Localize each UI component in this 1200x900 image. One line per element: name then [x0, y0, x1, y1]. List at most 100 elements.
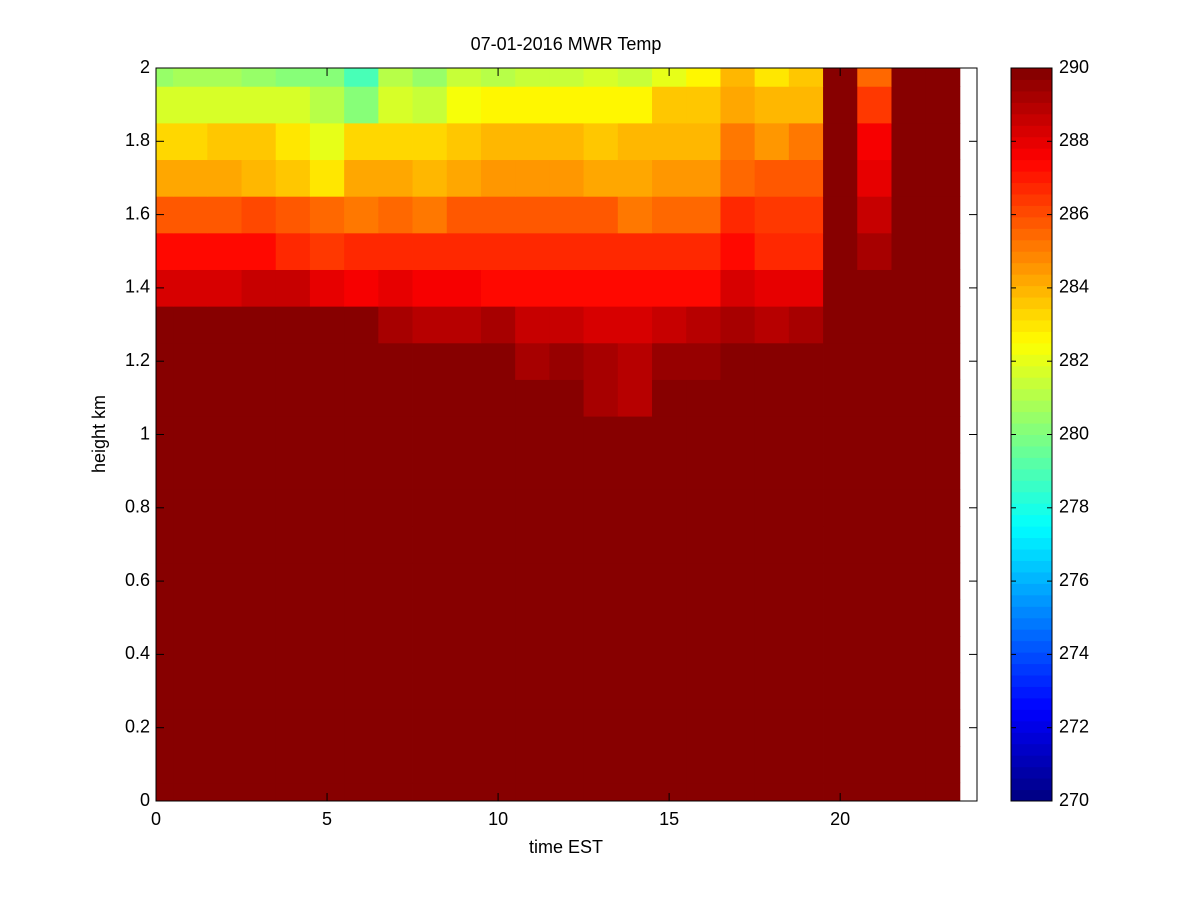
heatmap-cell	[207, 159, 242, 197]
colorbar-swatch	[1011, 697, 1052, 710]
y-tick-label: 1	[140, 423, 150, 443]
heatmap-cell	[156, 306, 174, 344]
heatmap-cell	[173, 416, 208, 454]
colorbar-swatch	[1011, 125, 1052, 138]
heatmap-cell	[515, 269, 550, 307]
heatmap-cell	[446, 709, 482, 747]
heatmap-cell	[891, 196, 927, 234]
heatmap-cell	[617, 379, 653, 417]
heatmap-cell	[412, 306, 448, 344]
heatmap-cell	[925, 68, 961, 87]
colorbar-swatch	[1011, 503, 1052, 516]
heatmap-cell	[720, 562, 756, 600]
heatmap-cell	[925, 86, 961, 124]
heatmap-cell	[857, 68, 892, 87]
colorbar-swatch	[1011, 560, 1052, 573]
heatmap-cell	[857, 746, 892, 784]
heatmap-cell	[583, 562, 619, 600]
colorbar-swatch	[1011, 182, 1052, 195]
heatmap-cell	[480, 782, 516, 802]
heatmap-cell	[891, 709, 927, 747]
heatmap-cell	[549, 746, 585, 784]
heatmap-cell	[309, 746, 345, 784]
heatmap-cell	[241, 306, 277, 344]
heatmap-cell	[412, 416, 448, 454]
colorbar-swatch	[1011, 720, 1052, 733]
heatmap-cell	[412, 636, 448, 674]
heatmap-cell	[207, 269, 242, 307]
colorbar-swatch	[1011, 319, 1052, 332]
y-tick-label: 1.2	[125, 350, 150, 370]
heatmap-cell	[378, 68, 413, 87]
colorbar-swatch	[1011, 90, 1052, 103]
heatmap-cell	[173, 306, 208, 344]
heatmap-cell	[925, 562, 961, 600]
heatmap-cell	[412, 526, 448, 564]
colorbar-tick-label: 278	[1059, 497, 1089, 517]
heatmap-cell	[891, 68, 927, 87]
heatmap-cell	[156, 599, 174, 637]
heatmap-cell	[686, 379, 721, 417]
y-tick-label: 1.8	[125, 130, 150, 150]
heatmap-cell	[754, 306, 790, 344]
heatmap-cell	[549, 122, 585, 161]
heatmap-cell	[720, 122, 756, 161]
heatmap-cell	[241, 452, 277, 490]
colorbar-tick-label: 270	[1059, 790, 1089, 810]
heatmap-cell	[412, 782, 448, 802]
heatmap-cell	[309, 68, 345, 87]
heatmap-cell	[652, 452, 687, 490]
heatmap-cell	[823, 196, 858, 234]
heatmap-cell	[309, 196, 345, 234]
heatmap-cell	[515, 306, 550, 344]
heatmap-cell	[156, 489, 174, 527]
heatmap-cell	[549, 86, 585, 124]
heatmap-cell	[788, 672, 824, 710]
heatmap-cell	[378, 86, 413, 124]
colorbar-swatch	[1011, 457, 1052, 470]
heatmap-cell	[720, 636, 756, 674]
heatmap-cell	[344, 232, 379, 270]
heatmap-cell	[173, 159, 208, 197]
heatmap-cell	[652, 746, 687, 784]
heatmap-cell	[857, 416, 892, 454]
heatmap-cell	[925, 489, 961, 527]
heatmap-cell	[241, 86, 277, 124]
heatmap-cell	[515, 159, 550, 197]
colorbar-swatch	[1011, 274, 1052, 287]
heatmap-cell	[207, 342, 242, 380]
heatmap-cell	[241, 196, 277, 234]
y-tick-label: 1.4	[125, 277, 150, 297]
heatmap-cell	[344, 68, 379, 87]
heatmap-cell	[788, 709, 824, 747]
heatmap-cell	[344, 196, 379, 234]
heatmap-cell	[823, 709, 858, 747]
heatmap-cell	[720, 709, 756, 747]
heatmap-cell	[652, 269, 687, 307]
heatmap-cell	[686, 232, 721, 270]
heatmap-cell	[378, 636, 413, 674]
heatmap-cell	[515, 342, 550, 380]
heatmap-cell	[275, 379, 311, 417]
heatmap-cell	[857, 379, 892, 417]
colorbar-tick-label: 274	[1059, 643, 1089, 663]
heatmap-cell	[754, 562, 790, 600]
colorbar-swatch	[1011, 205, 1052, 218]
heatmap-cell	[617, 342, 653, 380]
colorbar-tick-label: 290	[1059, 57, 1089, 77]
heatmap-cell	[549, 599, 585, 637]
heatmap-cell	[275, 269, 311, 307]
heatmap-cell	[652, 68, 687, 87]
colorbar-tick-label: 272	[1059, 716, 1089, 736]
heatmap-cell	[925, 122, 961, 161]
heatmap-cell	[857, 232, 892, 270]
heatmap-cell	[156, 636, 174, 674]
heatmap-cell	[925, 452, 961, 490]
heatmap-cell	[275, 122, 311, 161]
heatmap-cell	[549, 562, 585, 600]
heatmap-cell	[412, 672, 448, 710]
heatmap-cell	[207, 709, 242, 747]
heatmap-cell	[156, 379, 174, 417]
heatmap-cell	[446, 379, 482, 417]
y-axis-label: height km	[89, 395, 109, 473]
